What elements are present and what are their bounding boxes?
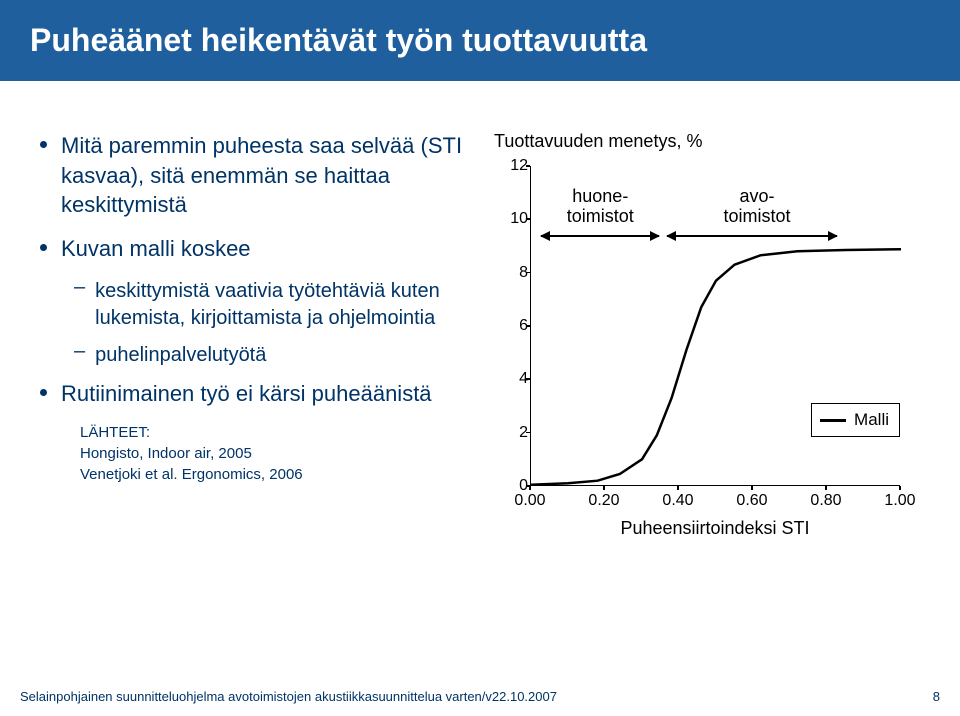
content-area: Mitä paremmin puheesta saa selvää (STI k… — [0, 81, 960, 546]
range-arrow — [541, 235, 659, 237]
bullet-item: Rutiinimainen työ ei kärsi puheäänistä — [40, 379, 480, 409]
bullet-dot-icon — [40, 244, 47, 251]
annotation-avo: avo-toimistot — [712, 187, 802, 227]
anno-line: toimistot — [723, 206, 790, 226]
ytick-label: 12 — [502, 157, 528, 175]
annotation-huone: huone-toimistot — [555, 187, 645, 227]
xtick-mark — [751, 486, 753, 490]
chart-ylabel: Tuottavuuden menetys, % — [494, 131, 930, 152]
bullet-text: Mitä paremmin puheesta saa selvää (STI k… — [61, 131, 480, 220]
xtick-mark — [899, 486, 901, 490]
ytick-mark — [526, 218, 530, 220]
xtick-mark — [825, 486, 827, 490]
xtick-label: 0.40 — [653, 492, 703, 510]
legend: Malli — [811, 403, 900, 437]
ytick-label: 2 — [502, 424, 528, 442]
bullet-item: Kuvan malli koskee — [40, 234, 480, 264]
chart-column: Tuottavuuden menetys, % Puheensiirtoinde… — [490, 131, 930, 546]
xtick-mark — [677, 486, 679, 490]
bullet-list: Mitä paremmin puheesta saa selvää (STI k… — [40, 131, 490, 546]
ytick-mark — [526, 378, 530, 380]
bullet-text: Kuvan malli koskee — [61, 234, 251, 264]
page-number: 8 — [933, 689, 940, 704]
xtick-label: 0.60 — [727, 492, 777, 510]
ytick-label: 6 — [502, 317, 528, 335]
range-arrow — [667, 235, 837, 237]
ytick-mark — [526, 432, 530, 434]
chart-plot: Puheensiirtoindeksi STI 0246810120.000.2… — [490, 156, 920, 546]
legend-line-icon — [820, 419, 846, 422]
footer: Selainpohjainen suunnitteluohjelma avoto… — [20, 689, 940, 704]
dash-icon: – — [74, 340, 85, 369]
bullet-text: Rutiinimainen työ ei kärsi puheäänistä — [61, 379, 432, 409]
xtick-mark — [603, 486, 605, 490]
ytick-label: 10 — [502, 210, 528, 228]
xtick-label: 0.00 — [505, 492, 555, 510]
bullet-dot-icon — [40, 141, 47, 148]
sub-bullet-item: – keskittymistä vaativia työtehtäviä kut… — [74, 278, 480, 332]
footer-text: Selainpohjainen suunnitteluohjelma avoto… — [20, 689, 557, 704]
page-title: Puheäänet heikentävät työn tuottavuutta — [30, 22, 930, 59]
xtick-label: 0.20 — [579, 492, 629, 510]
xtick-label: 1.00 — [875, 492, 925, 510]
sub-bullet-item: – puhelinpalvelutyötä — [74, 342, 480, 369]
ytick-mark — [526, 325, 530, 327]
ytick-mark — [526, 272, 530, 274]
anno-line: huone- — [572, 186, 628, 206]
chart-xlabel: Puheensiirtoindeksi STI — [530, 518, 900, 539]
ytick-label: 8 — [502, 264, 528, 282]
title-band: Puheäänet heikentävät työn tuottavuutta — [0, 0, 960, 81]
ytick-mark — [526, 165, 530, 167]
source-line: Venetjoki et al. Ergonomics, 2006 — [80, 464, 480, 485]
model-curve — [531, 249, 901, 485]
sources-block: LÄHTEET: Hongisto, Indoor air, 2005 Vene… — [80, 422, 480, 485]
bullet-item: Mitä paremmin puheesta saa selvää (STI k… — [40, 131, 480, 220]
xtick-label: 0.80 — [801, 492, 851, 510]
anno-line: avo- — [739, 186, 774, 206]
bullet-dot-icon — [40, 389, 47, 396]
sub-bullet-text: keskittymistä vaativia työtehtäviä kuten… — [95, 278, 480, 332]
source-line: Hongisto, Indoor air, 2005 — [80, 443, 480, 464]
dash-icon: – — [74, 276, 85, 332]
legend-label: Malli — [854, 410, 889, 430]
ytick-label: 4 — [502, 370, 528, 388]
xtick-mark — [529, 486, 531, 490]
sources-heading: LÄHTEET: — [80, 422, 480, 443]
anno-line: toimistot — [567, 206, 634, 226]
sub-bullet-text: puhelinpalvelutyötä — [95, 342, 266, 369]
